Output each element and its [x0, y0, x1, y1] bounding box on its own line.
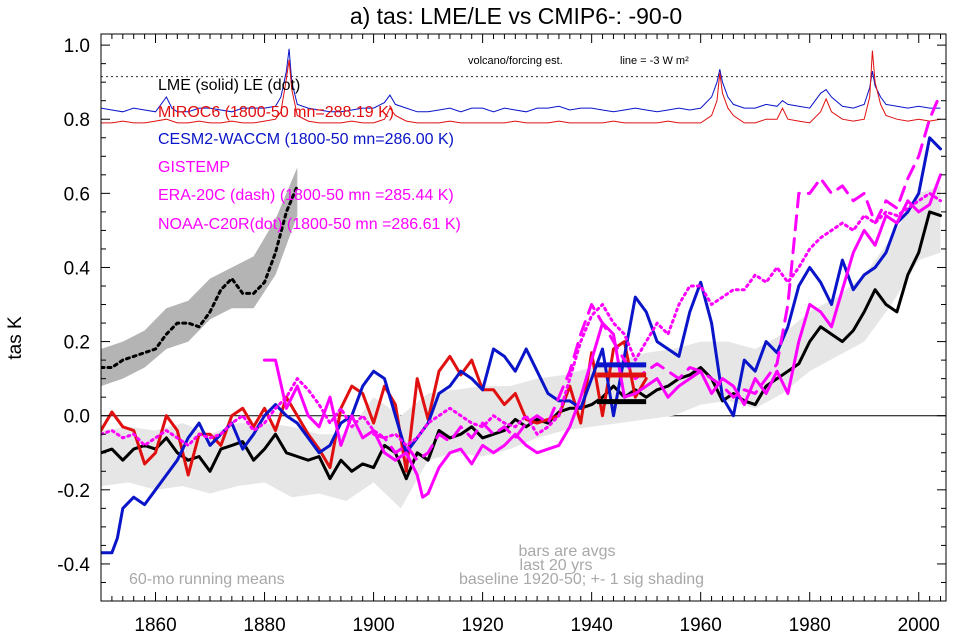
legend-entry-noaa-c20r: NOAA-C20R(dot) (1800-50 mn =286.61 K)	[158, 216, 461, 233]
baseline-note: baseline 1920-50; +- 1 sig shading	[459, 571, 704, 588]
y-tick-label: -0.4	[57, 555, 90, 576]
y-tick-label: 0.6	[64, 184, 90, 205]
series-line-miroc6	[101, 340, 648, 477]
series-line-noaa-c20r-dot	[101, 191, 942, 447]
chart-title: a) tas: LME/LE vs CMIP6-: -90-0	[350, 3, 682, 29]
y-tick-label: 0.4	[64, 258, 91, 279]
legend-entry-cesm2-waccm: CESM2-WACCM (1800-50 mn=286.00 K)	[158, 131, 454, 148]
y-tick-label: 0.2	[64, 333, 90, 354]
y-tick-label: 0.8	[64, 110, 90, 131]
y-tick-label: 0.0	[64, 407, 90, 428]
x-tick-label: 1860	[134, 615, 176, 636]
x-tick-label: 1900	[352, 615, 394, 636]
y-axis-label: tas K	[5, 316, 26, 360]
x-tick-label: 1980	[789, 615, 831, 636]
x-tick-label: 2000	[898, 615, 940, 636]
legend: LME (solid) LE (dot) MIROC6 (1800-50 mn=…	[158, 77, 461, 233]
volcano-forcing-cesm2	[101, 48, 941, 113]
legend-entry-gistemp: GISTEMP	[158, 159, 230, 176]
x-tick-label: 1920	[461, 615, 503, 636]
bars-note-1: bars are avgs	[519, 543, 616, 560]
legend-entry-era-20c: ERA-20C (dash) (1800-50 mn =285.44 K)	[158, 187, 454, 204]
band-lme-shading	[101, 185, 941, 509]
x-tick-label: 1940	[571, 615, 613, 636]
series-line-era-20c-dash	[372, 91, 942, 462]
plot-frame	[100, 33, 947, 602]
bars-note-2: last 20 yrs	[520, 557, 593, 574]
axes: 1860 1880 1900 1920 1940 1960 1980 2000 -0.4 -0.2…	[57, 34, 946, 636]
volcano-note: volcano/forcing est.	[468, 55, 563, 67]
series-line-le-dot	[101, 184, 299, 369]
legend-entry-lme-le: LME (solid) LE (dot)	[158, 77, 300, 94]
volcano-forcing-miroc6	[101, 50, 941, 124]
plot-area	[101, 48, 946, 555]
legend-entry-miroc6: MIROC6 (1800-50 mn=288.19 K)	[158, 104, 394, 121]
band-le-shading-early	[101, 167, 298, 387]
running-means-note: 60-mo running means	[129, 571, 285, 588]
x-tick-label: 1880	[243, 615, 285, 636]
y-tick-label: -0.2	[57, 481, 90, 502]
y-tick-label: 1.0	[64, 36, 90, 57]
x-tick-label: 1960	[680, 615, 722, 636]
series-line-gistemp	[263, 173, 942, 499]
volcano-line-note: line = -3 W m²	[620, 55, 689, 67]
